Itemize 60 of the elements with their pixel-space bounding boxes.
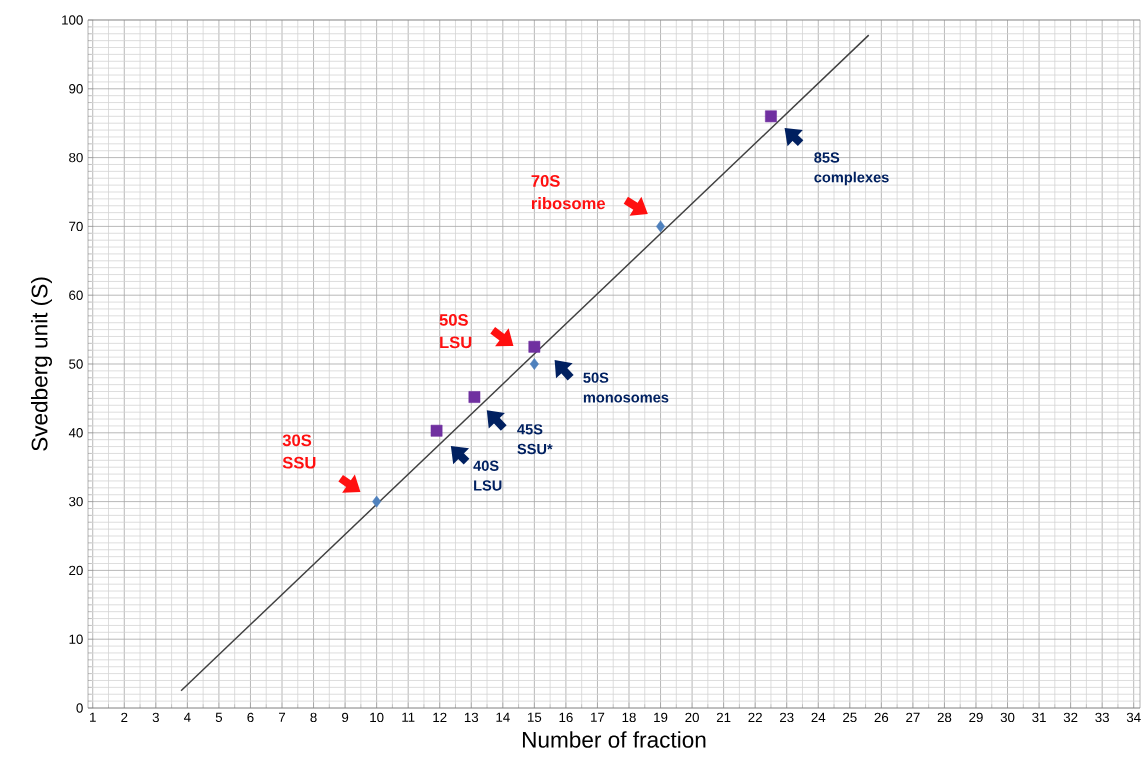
y-tick-label: 60	[69, 290, 83, 300]
x-tick-label: 29	[969, 712, 983, 723]
annotation: 85S complexes	[814, 152, 889, 186]
x-tick-label: 18	[622, 712, 636, 723]
x-tick-label: 3	[152, 712, 159, 723]
x-tick-label: 9	[342, 712, 349, 723]
y-tick-label: 20	[69, 565, 83, 576]
x-tick-label: 24	[811, 712, 826, 722]
y-tick-label: 30	[69, 496, 83, 507]
x-tick-label: 14	[496, 712, 510, 722]
y-tick-label: 10	[69, 634, 83, 644]
point	[765, 110, 777, 123]
x-tick-label: 30	[1000, 712, 1015, 723]
x-tick-label: 28	[937, 712, 952, 723]
y-tick-label: 70	[69, 221, 83, 232]
x-tick-label: 19	[654, 712, 668, 723]
x-tick-label: 4	[183, 712, 191, 722]
annotation: 40S LSU	[473, 460, 502, 491]
annotation: 45S SSU*	[517, 424, 553, 455]
x-tick-label: 16	[559, 712, 573, 723]
x-tick-label: 6	[247, 712, 254, 723]
y-tick-label: 100	[62, 15, 83, 25]
x-tick-label: 17	[591, 712, 605, 722]
point	[468, 391, 481, 403]
x-tick-label: 31	[1032, 712, 1046, 723]
point	[372, 495, 382, 508]
y-tick-label: 50	[69, 359, 83, 369]
x-tick-label: 13	[464, 712, 479, 723]
y-tick-label: 90	[69, 84, 83, 94]
x-tick-label: 2	[121, 712, 128, 722]
x-tick-label: 21	[716, 712, 731, 722]
annotation: 70S ribosome	[531, 175, 606, 210]
y-axis-title: Svedberg unit (S)	[30, 277, 53, 451]
x-tick-label: 32	[1063, 712, 1078, 723]
annotation: 50S monosomes	[583, 372, 669, 403]
x-tick-label: 5	[215, 712, 223, 722]
x-tick-label: 20	[685, 712, 699, 723]
x-tick-label: 7	[278, 712, 286, 722]
x-tick-label: 33	[1095, 712, 1109, 723]
x-tick-label: 26	[874, 712, 889, 723]
point	[528, 340, 541, 353]
x-tick-label: 10	[370, 712, 384, 723]
x-tick-label: 34	[1126, 712, 1141, 723]
point	[430, 424, 443, 437]
x-tick-label: 1	[90, 712, 96, 722]
x-tick-label: 12	[433, 712, 447, 722]
x-tick-label: 22	[748, 712, 762, 722]
x-tick-label: 25	[843, 712, 857, 723]
x-axis-title: Number of fraction	[522, 731, 706, 748]
point	[529, 358, 539, 370]
annotation: 50S LSU	[439, 314, 472, 349]
y-tick-label: 80	[69, 152, 83, 163]
x-tick-label: 11	[402, 712, 415, 722]
x-tick-label: 15	[527, 712, 542, 722]
y-tick-label: 0	[76, 703, 83, 713]
x-tick-label: 23	[779, 712, 794, 723]
y-tick-label: 40	[68, 428, 83, 438]
x-tick-label: 27	[906, 712, 920, 722]
annotation: 30S SSU	[282, 434, 316, 469]
x-tick-label: 8	[310, 712, 317, 723]
